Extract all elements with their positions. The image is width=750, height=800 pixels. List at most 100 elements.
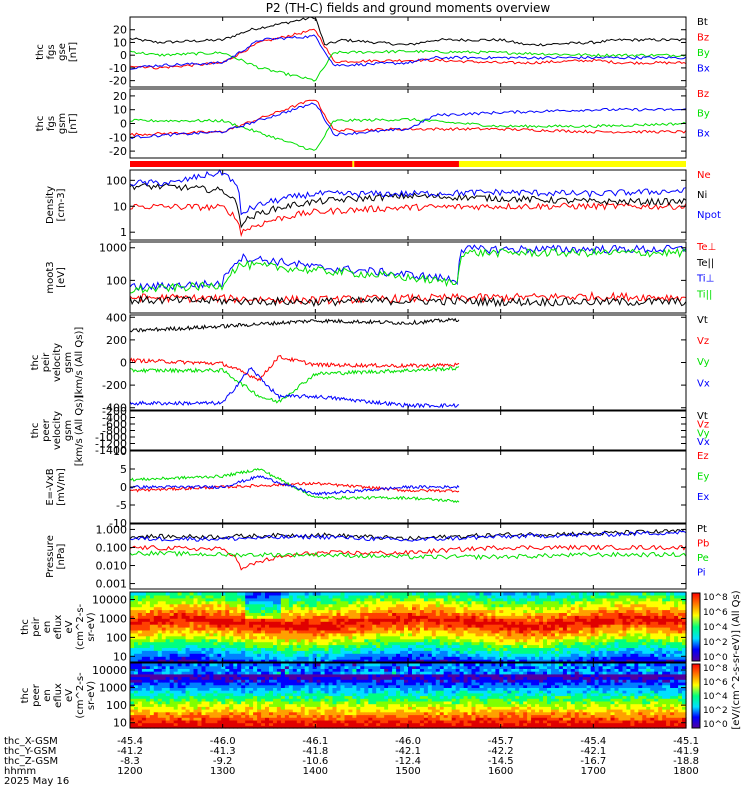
- spectrogram-cell: [614, 644, 620, 648]
- spectrogram-cell: [197, 695, 203, 699]
- spectrogram-cell: [141, 717, 147, 721]
- spectrogram-cell: [197, 592, 203, 596]
- spectrogram-cell: [527, 629, 532, 634]
- spectrogram-cell: [368, 624, 373, 628]
- spectrogram-cell: [324, 665, 330, 669]
- spectrogram-cell: [670, 659, 675, 663]
- spectrogram-cell: [487, 609, 492, 613]
- spectrogram-cell: [233, 609, 238, 613]
- spectrogram-cell: [388, 600, 393, 605]
- spectrogram-cell: [257, 698, 262, 702]
- spectrogram-cell: [594, 627, 600, 631]
- spectrogram-cell: [161, 703, 167, 707]
- spectrogram-cell: [392, 597, 397, 602]
- spectrogram-cell: [153, 717, 159, 721]
- spectrogram-cell: [193, 706, 199, 710]
- spectrogram-cell: [280, 700, 286, 705]
- spectrogram-cell: [447, 627, 453, 631]
- spectrogram-cell: [137, 703, 143, 707]
- spectrogram-cell: [451, 653, 457, 657]
- spectrogram-cell: [392, 609, 397, 613]
- spectrogram-cell: [229, 629, 234, 634]
- spectrogram-cell: [130, 679, 135, 683]
- spectrogram-cell: [130, 594, 135, 599]
- spectrogram-cell: [253, 709, 258, 713]
- spectrogram-cell: [439, 615, 445, 619]
- spectrogram-cell: [614, 600, 620, 605]
- spectrogram-cell: [459, 641, 465, 646]
- spectrogram-cell: [439, 659, 445, 663]
- spectrogram-cell: [662, 624, 667, 628]
- spectrogram-cell: [257, 597, 262, 602]
- spectrogram-cell: [634, 647, 639, 651]
- spectrogram-cell: [419, 638, 425, 643]
- spectrogram-cell: [582, 597, 588, 602]
- spectrogram-cell: [666, 609, 671, 613]
- spectrogram-cell: [245, 687, 250, 691]
- spectrogram-cell: [574, 624, 580, 628]
- spectrogram-cell: [368, 621, 373, 625]
- spectrogram-cell: [594, 647, 600, 651]
- spectrogram-cell: [245, 592, 250, 596]
- spectrogram-cell: [340, 695, 346, 699]
- spectrogram-cell: [141, 692, 147, 697]
- spectrogram-cell: [511, 621, 516, 625]
- spectrogram-cell: [292, 687, 298, 691]
- spectrogram-cell: [292, 684, 298, 688]
- spectrogram-cell: [626, 609, 631, 613]
- spectrogram-cell: [372, 641, 377, 646]
- spectrogram-cell: [558, 624, 564, 628]
- spectrogram-cell: [491, 600, 496, 605]
- spectrogram-cell: [145, 676, 151, 680]
- spectrogram-cell: [241, 621, 246, 625]
- spectrogram-cell: [368, 653, 373, 657]
- spectrogram-cell: [586, 592, 592, 596]
- spectrogram-cell: [276, 606, 282, 611]
- spectrogram-cell: [415, 641, 421, 646]
- spectrogram-cell: [523, 592, 528, 596]
- spectrogram-cell: [169, 717, 175, 721]
- spectrogram-cell: [562, 612, 568, 616]
- spectrogram-cell: [519, 597, 524, 602]
- spectrogram-cell: [221, 659, 226, 663]
- spectrogram-cell: [332, 644, 338, 648]
- spectrogram-cell: [455, 632, 461, 637]
- series-Bz: [129, 99, 687, 137]
- spectrogram-cell: [300, 624, 306, 628]
- spectrogram-cell: [519, 659, 524, 663]
- spectrogram-cell: [447, 632, 453, 637]
- spectrogram-cell: [288, 618, 294, 622]
- spectrogram-cell: [273, 711, 278, 716]
- spectrogram-cell: [503, 641, 508, 646]
- spectrogram-cell: [130, 650, 135, 654]
- legend-Te⊥: Te⊥: [696, 242, 716, 253]
- spectrogram-cell: [364, 597, 369, 602]
- spectrogram-cell: [372, 632, 377, 637]
- spectrogram-cell: [229, 679, 234, 683]
- spectrogram-cell: [674, 644, 679, 648]
- spectrogram-cell: [558, 618, 564, 622]
- spectrogram-cell: [137, 603, 143, 608]
- spectrogram-cell: [169, 609, 175, 613]
- spectrogram-cell: [539, 597, 544, 602]
- spectrogram-cell: [451, 647, 457, 651]
- spectrogram-cell: [308, 676, 314, 680]
- spectrogram-cell: [586, 627, 592, 631]
- series-Vz: [129, 355, 460, 382]
- spectrogram-cell: [487, 606, 492, 611]
- spectrogram-cell: [574, 659, 580, 663]
- spectrogram-cell: [134, 627, 139, 631]
- spectrogram-cell: [376, 627, 381, 631]
- spectrogram-cell: [372, 606, 377, 611]
- spectrogram-cell: [257, 618, 262, 622]
- spectrogram-cell: [344, 644, 350, 648]
- spectrogram-cell: [352, 621, 357, 625]
- spectrogram-cell: [590, 629, 596, 634]
- spectrogram-cell: [519, 615, 524, 619]
- spectrogram-cell: [292, 621, 298, 625]
- spectrogram-cell: [463, 618, 469, 622]
- spectrogram-cell: [431, 621, 437, 625]
- spectrogram-cell: [543, 632, 548, 637]
- spectrogram-cell: [237, 638, 242, 643]
- spectrogram-cell: [479, 597, 485, 602]
